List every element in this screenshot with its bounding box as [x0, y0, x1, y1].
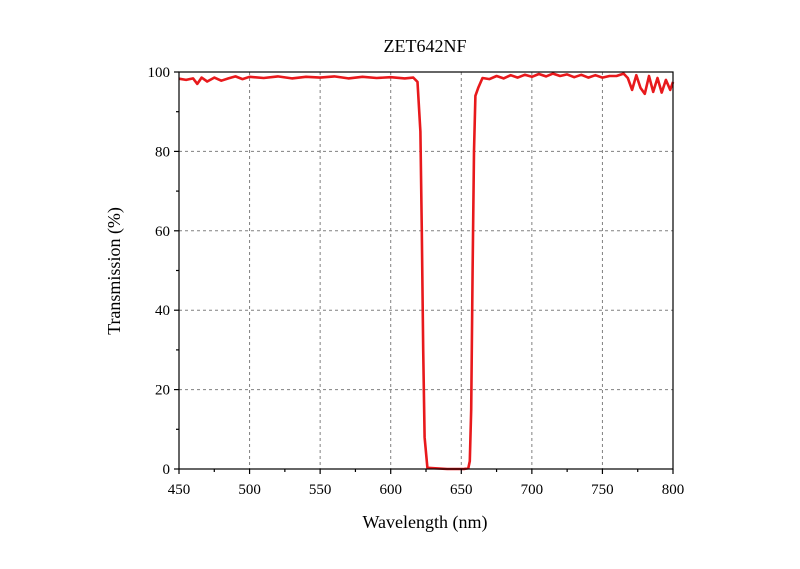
y-tick-label: 20 [155, 383, 170, 399]
y-tick-label: 40 [155, 303, 170, 319]
x-tick-label: 700 [521, 482, 544, 498]
y-tick-label: 80 [155, 144, 170, 160]
x-tick-label: 800 [662, 482, 685, 498]
y-tick-label: 100 [148, 65, 171, 81]
axis-ticks: 450 500 550 600 650 700 750 800 0 20 40 60 80 100 [148, 65, 685, 498]
chart-title: ZET642NF [384, 36, 467, 56]
transmission-series-line [178, 72, 675, 471]
x-axis-title: Wavelength (nm) [362, 512, 487, 533]
x-tick-label: 500 [238, 482, 261, 498]
plot-frame [178, 71, 674, 470]
x-tick-label: 650 [450, 482, 473, 498]
y-tick-label: 60 [155, 224, 170, 240]
series-layer [178, 72, 675, 471]
x-tick-label: 750 [591, 482, 614, 498]
x-tick-label: 600 [379, 482, 402, 498]
x-tick-label: 550 [309, 482, 332, 498]
y-tick-label: 0 [163, 462, 171, 478]
x-tick-label: 450 [168, 482, 191, 498]
y-axis-title: Transmission (%) [104, 207, 125, 335]
grid-lines [179, 72, 673, 469]
